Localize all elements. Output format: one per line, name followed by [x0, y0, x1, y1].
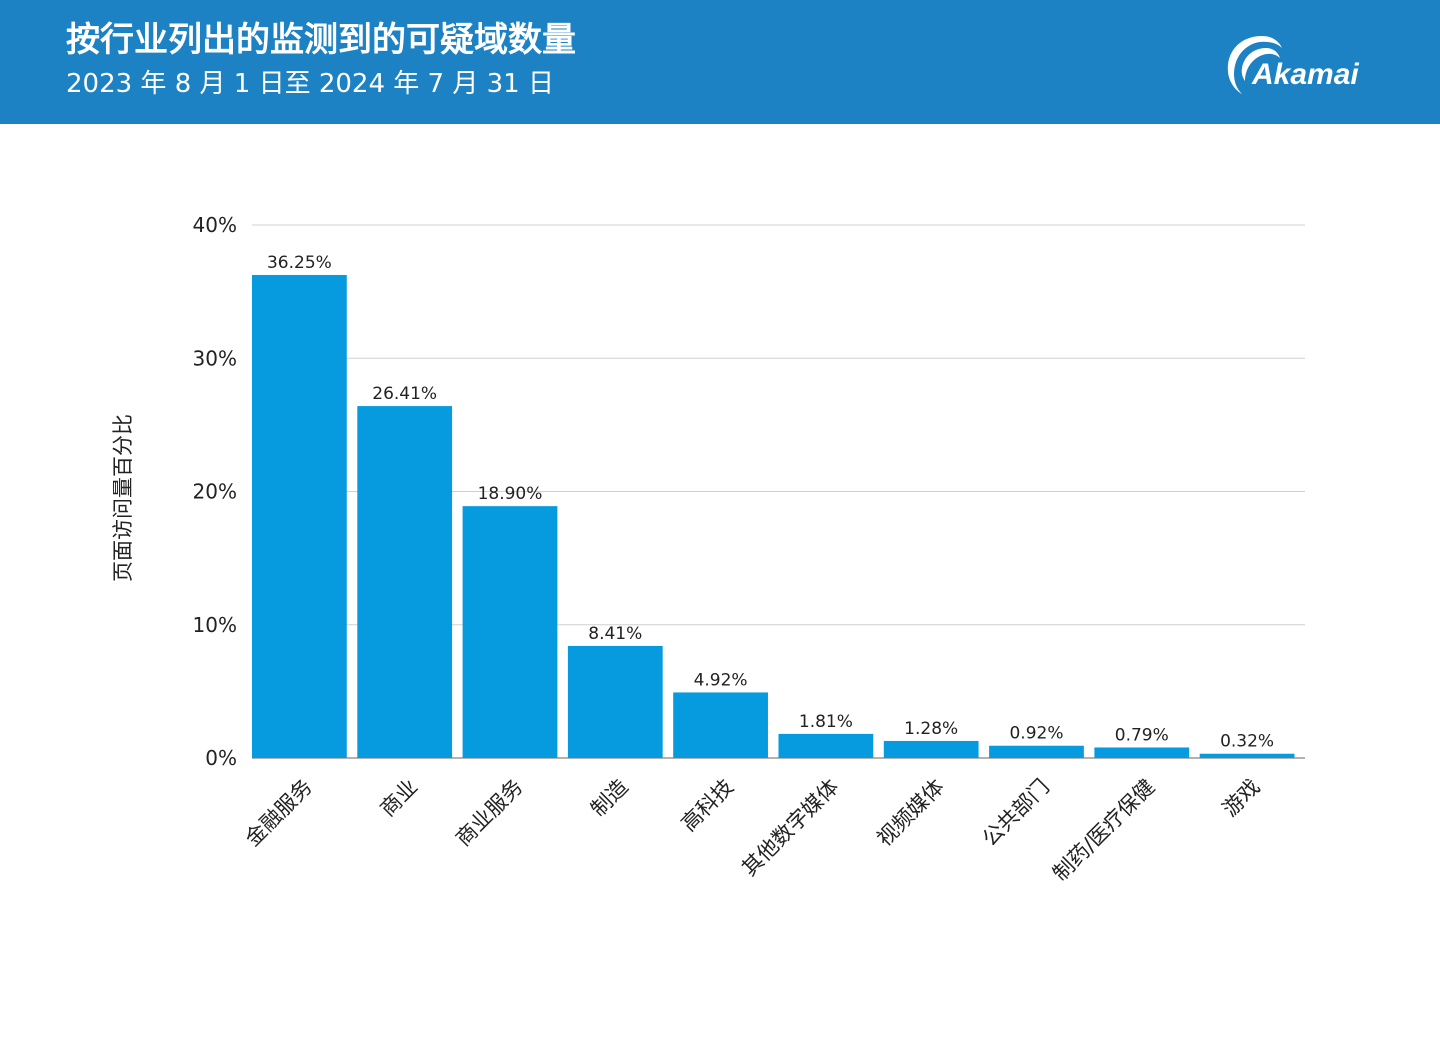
bar-value-label: 36.25%	[267, 253, 332, 273]
y-axis-title: 页面访问量百分比	[111, 414, 135, 582]
x-category-label: 制药/医疗保健	[1048, 775, 1159, 886]
bar	[462, 506, 558, 758]
x-category-label: 制造	[586, 775, 633, 822]
x-category-label: 公共部门	[978, 775, 1054, 851]
bar-chart: 36.25% 26.41% 18.90% 8.41% 4.92% 1.81% 1.28% 0.…	[111, 213, 1305, 886]
logo-text: Akamai	[1251, 58, 1359, 91]
chart-header: 按行业列出的监测到的可疑域数量 2023 年 8 月 1 日至 2024 年 7…	[0, 0, 1440, 124]
bar-value-labels: 36.25% 26.41% 18.90% 8.41% 4.92% 1.81% 1.28% 0.…	[267, 253, 1274, 752]
y-tick-label: 10%	[193, 613, 237, 637]
bar	[778, 733, 874, 758]
bar	[883, 740, 979, 758]
bar-value-label: 8.41%	[588, 624, 642, 644]
bar-value-label: 18.90%	[478, 484, 543, 504]
x-category-label: 其他数字媒体	[737, 775, 843, 881]
bars	[252, 274, 1295, 758]
bar	[673, 692, 768, 758]
bar-value-label: 0.32%	[1220, 732, 1274, 752]
bar-value-label: 26.41%	[372, 384, 437, 404]
x-category-label: 视频媒体	[872, 775, 948, 851]
bar-value-label: 0.92%	[1009, 724, 1063, 744]
x-category-label: 金融服务	[241, 775, 317, 851]
bar	[1094, 747, 1190, 758]
bar	[357, 406, 453, 758]
chart-title: 按行业列出的监测到的可疑域数量	[66, 20, 576, 60]
x-category-label: 商业	[376, 775, 423, 822]
x-category-label: 高科技	[677, 775, 739, 837]
x-category-label: 游戏	[1218, 775, 1265, 822]
bar-value-label: 1.28%	[904, 719, 958, 739]
akamai-logo: Akamai	[1227, 36, 1359, 94]
bar-value-label: 0.79%	[1115, 725, 1169, 745]
bar-value-label: 4.92%	[694, 670, 748, 690]
y-tick-label: 30%	[193, 346, 237, 370]
bar	[1199, 753, 1295, 758]
bar-value-label: 1.81%	[799, 712, 853, 732]
y-tick-label: 40%	[193, 213, 237, 237]
x-category-label: 商业服务	[451, 775, 527, 851]
y-tick-label: 20%	[193, 480, 237, 504]
bar	[567, 645, 663, 758]
chart-subtitle: 2023 年 8 月 1 日至 2024 年 7 月 31 日	[66, 69, 554, 99]
y-axis-ticks: 0% 10% 20% 30% 40%	[193, 213, 237, 770]
y-tick-label: 0%	[205, 746, 237, 770]
bar	[252, 274, 347, 758]
bar	[989, 745, 1084, 758]
